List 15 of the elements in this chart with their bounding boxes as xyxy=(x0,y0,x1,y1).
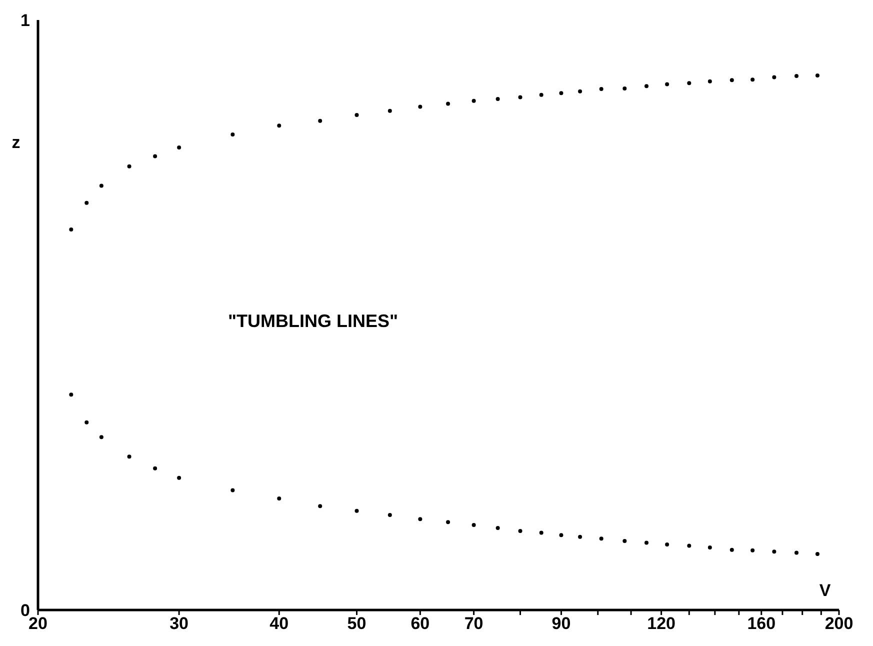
x-tick-label: 120 xyxy=(647,614,676,634)
x-tick-label: 200 xyxy=(824,614,854,634)
x-tick-label: 20 xyxy=(28,614,48,634)
x-tick-label: 40 xyxy=(270,614,289,634)
x-tick-label: 70 xyxy=(464,614,484,634)
x-tick-label: 90 xyxy=(552,614,571,634)
y-tick-label: 1 xyxy=(20,11,30,30)
annotation: "TUMBLING LINES" xyxy=(228,311,398,332)
x-tick-label: 50 xyxy=(347,614,366,634)
x-axis-title: V xyxy=(819,581,832,600)
x-tick-label: 160 xyxy=(747,614,776,634)
y-tick-label: 0 xyxy=(20,601,30,620)
y-axis-title: z xyxy=(12,133,20,152)
x-tick-label: 30 xyxy=(170,614,189,634)
x-tick-label: 60 xyxy=(410,614,430,634)
